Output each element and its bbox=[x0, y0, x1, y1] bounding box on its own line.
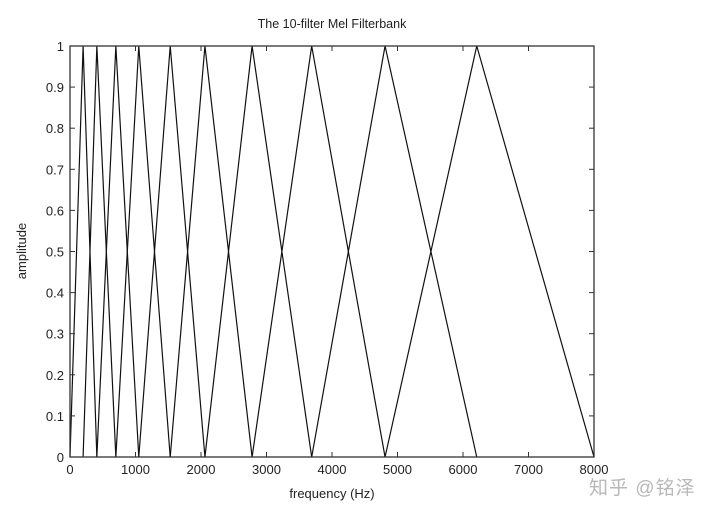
y-tick-label: 0.5 bbox=[46, 245, 64, 260]
x-tick-label: 5000 bbox=[383, 462, 412, 477]
plot-frame bbox=[69, 45, 595, 458]
filter-line bbox=[204, 45, 313, 458]
x-tick-label: 2000 bbox=[187, 462, 216, 477]
watermark: 知乎 @铭泽 bbox=[589, 478, 696, 499]
y-tick-label: 1 bbox=[57, 39, 64, 54]
chart-title: The 10-filter Mel Filterbank bbox=[257, 17, 407, 31]
y-tick-label: 0.6 bbox=[46, 203, 64, 218]
filter-lines bbox=[69, 45, 595, 458]
y-tick-label: 0.4 bbox=[46, 286, 64, 301]
filter-line bbox=[169, 45, 253, 458]
x-axis-label: frequency (Hz) bbox=[289, 486, 375, 501]
y-tick-label: 0.8 bbox=[46, 121, 64, 136]
filter-line bbox=[251, 45, 386, 458]
y-tick-label: 0.7 bbox=[46, 162, 64, 177]
y-tick-label: 0.3 bbox=[46, 327, 64, 342]
x-tick-label: 8000 bbox=[580, 462, 609, 477]
x-tick-label: 1000 bbox=[121, 462, 150, 477]
y-tick-label: 0.2 bbox=[46, 368, 64, 383]
axes: 0 1000 2000 3000 4000 5000 6000 7000 8000 0 0.1 0.2… bbox=[46, 39, 609, 477]
y-tick-label: 0.1 bbox=[46, 409, 64, 424]
filter-line bbox=[138, 45, 206, 458]
filter-line bbox=[96, 45, 140, 458]
filter-line bbox=[311, 45, 478, 458]
x-tick-label: 7000 bbox=[514, 462, 543, 477]
x-tick-label: 3000 bbox=[252, 462, 281, 477]
x-tick-label: 6000 bbox=[449, 462, 478, 477]
x-tick-label: 0 bbox=[66, 462, 73, 477]
filter-line bbox=[384, 45, 595, 458]
y-tick-label: 0 bbox=[57, 450, 64, 465]
y-tick-label: 0.9 bbox=[46, 80, 64, 95]
x-tick-label: 4000 bbox=[318, 462, 347, 477]
